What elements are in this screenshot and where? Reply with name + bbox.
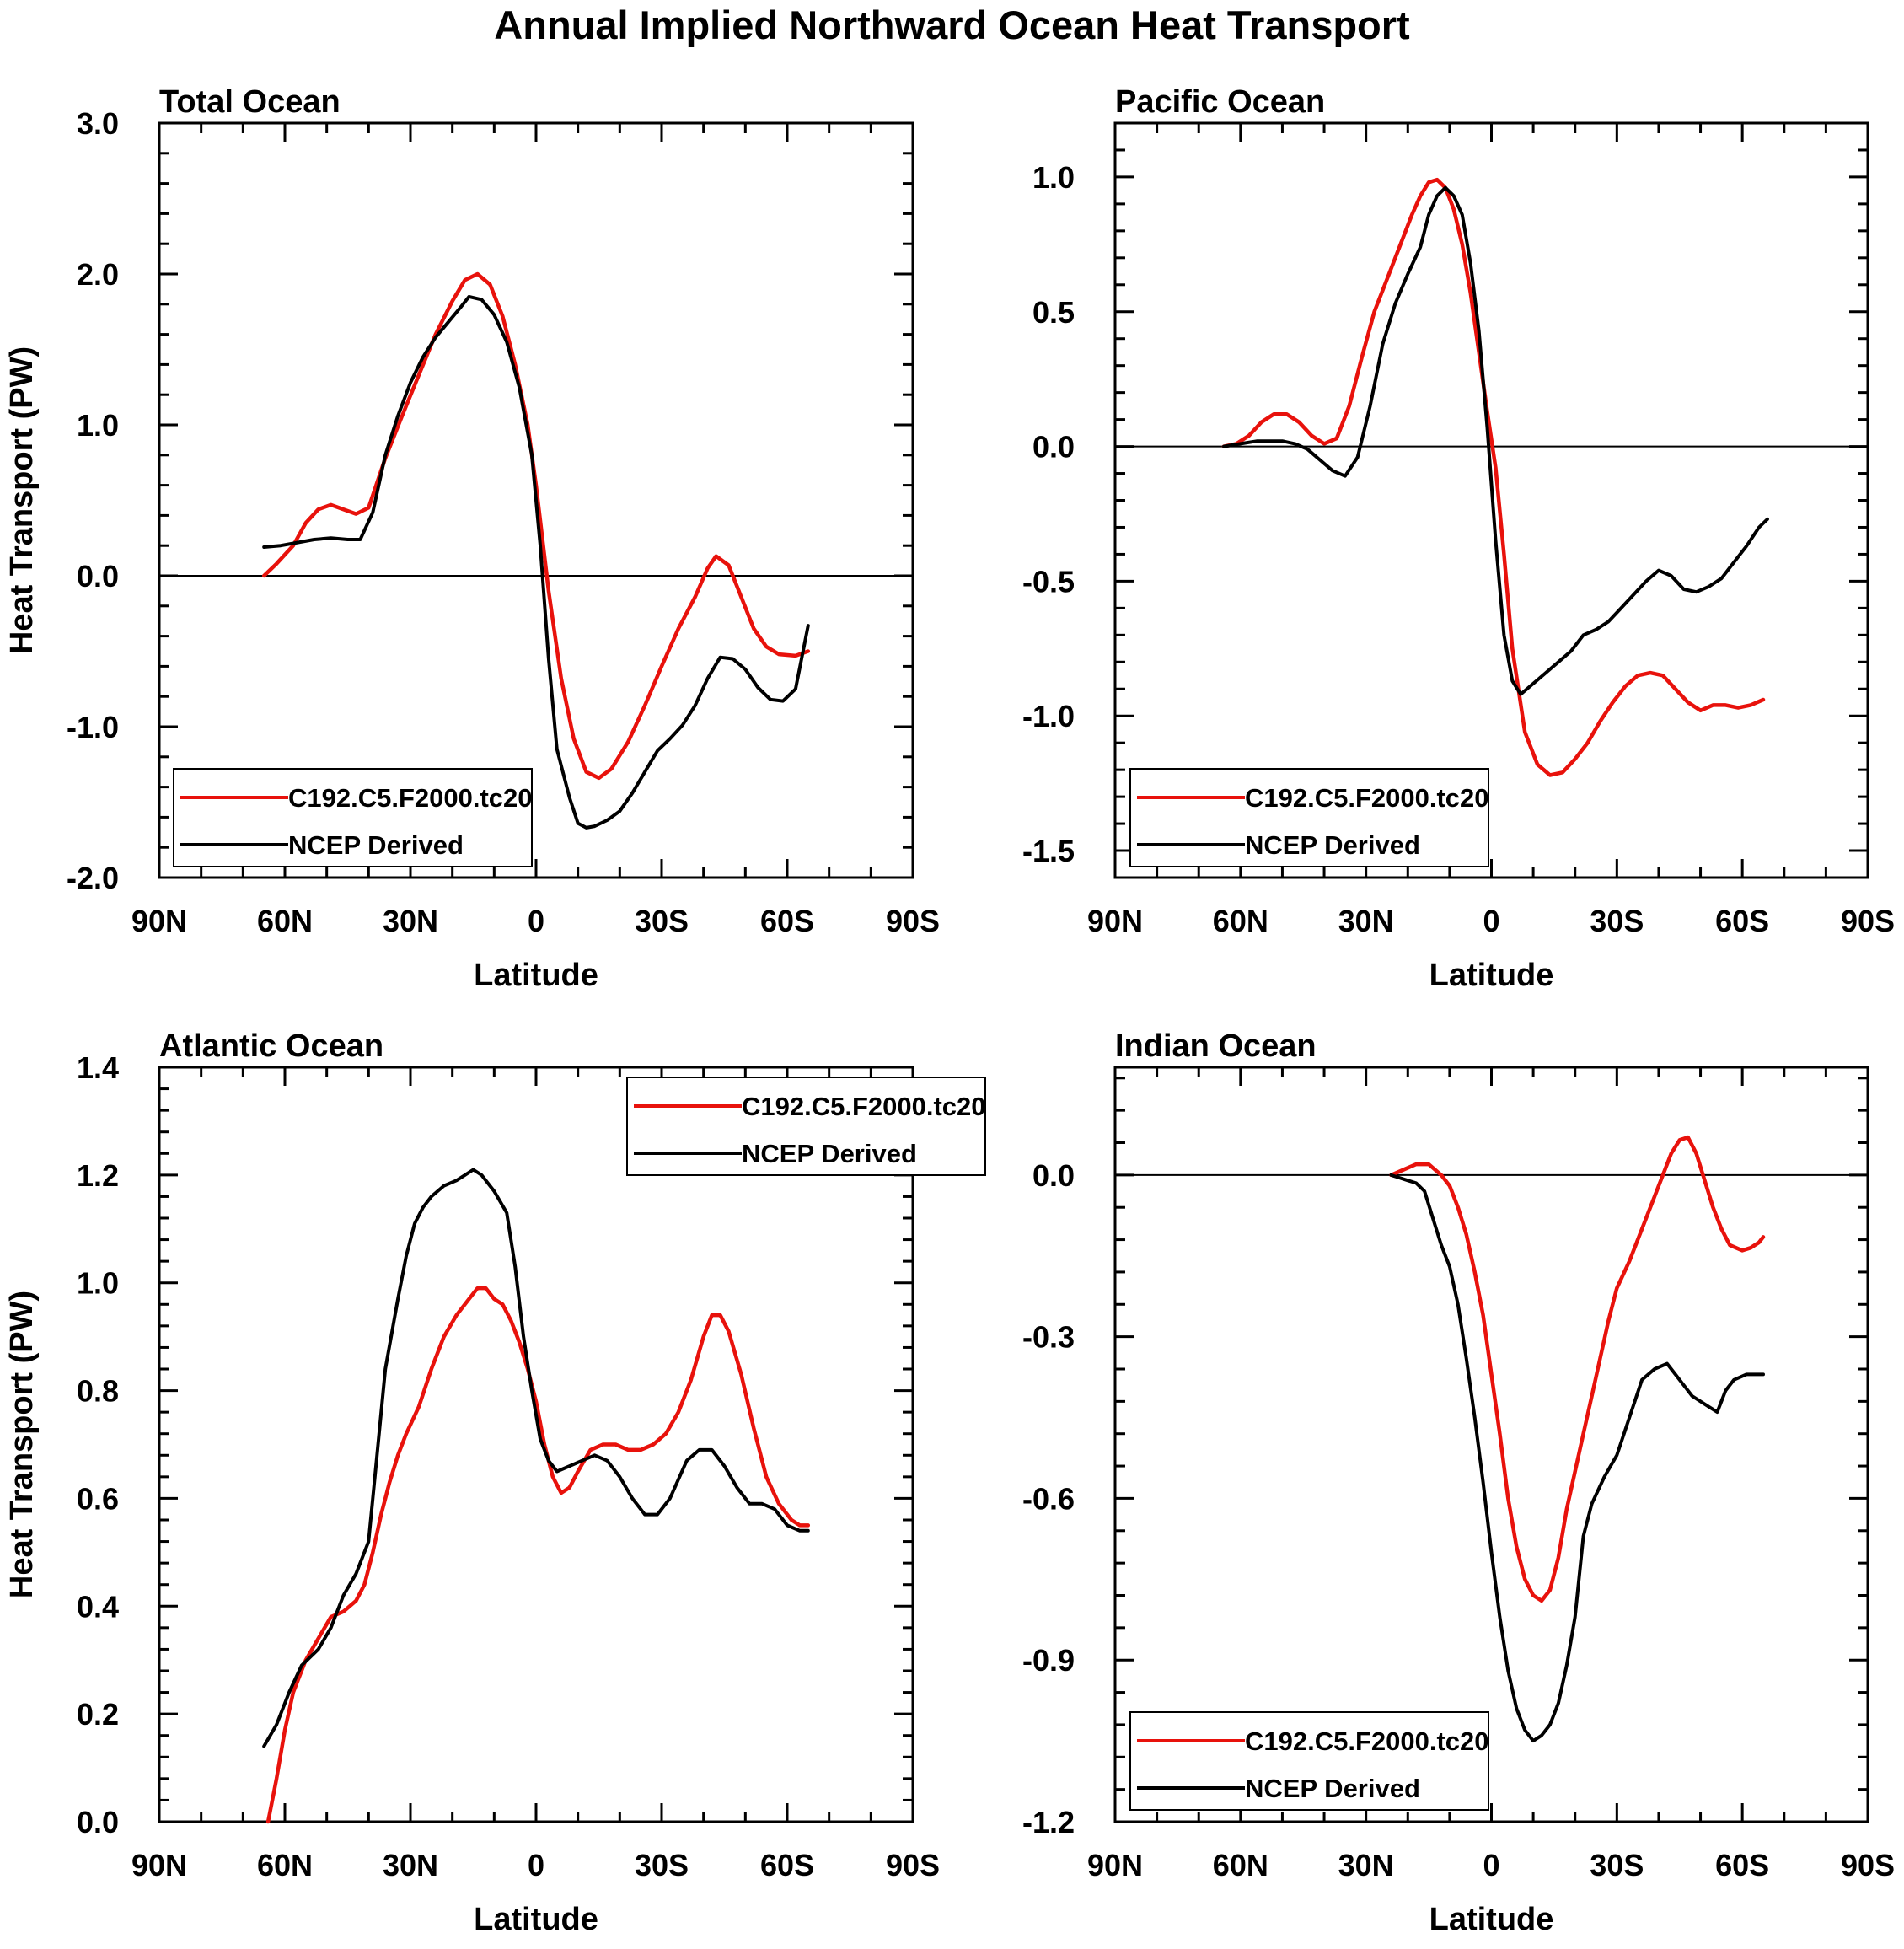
atlantic-ocean-y-tick-label: 1.0 — [77, 1266, 119, 1301]
pacific-ocean-x-tick-label: 30S — [1590, 904, 1644, 938]
pacific-ocean-title: Pacific Ocean — [1115, 84, 1325, 120]
total-ocean-series-ncep-derived — [262, 294, 810, 830]
total-ocean-title: Total Ocean — [159, 84, 341, 120]
indian-ocean-plot-frame — [1113, 1066, 1869, 1823]
total-ocean-x-tick-label: 60S — [760, 904, 814, 938]
indian-ocean-x-tick-label: 60N — [1213, 1848, 1268, 1882]
atlantic-ocean-y-tick-label: 0.8 — [77, 1374, 119, 1409]
pacific-ocean-x-tick-label: 0 — [1483, 904, 1499, 938]
atlantic-ocean-y-tick-label: 0.6 — [77, 1481, 119, 1516]
indian-ocean-y-tick-label: -0.9 — [1022, 1643, 1075, 1678]
total-ocean-x-tick-label: 90S — [886, 904, 940, 938]
total-ocean-x-tick-label: 60N — [257, 904, 313, 938]
atlantic-ocean-legend: C192.C5.F2000.tc20 NCEP Derived — [626, 1077, 986, 1176]
total-ocean-y-tick-label: 2.0 — [77, 257, 119, 292]
atlantic-ocean-x-tick-label: 90S — [886, 1848, 940, 1882]
atlantic-ocean-series-c192-c5-f2000-tc20 — [265, 1286, 811, 1824]
indian-ocean-x-tick-label: 30S — [1590, 1848, 1644, 1882]
indian-ocean-x-axis-label: Latitude — [1429, 1902, 1554, 1937]
total-ocean-y-tick-label: 3.0 — [77, 106, 119, 141]
atlantic-ocean-x-tick-label: 60N — [257, 1848, 313, 1882]
total-ocean-legend-label-c192-c5-f2000-tc20: C192.C5.F2000.tc20 — [288, 783, 533, 813]
indian-ocean-legend-label-ncep-derived: NCEP Derived — [1245, 1774, 1420, 1803]
indian-ocean-panel: Indian Ocean 90N 60N 30N 0 30S 60S 90S -1.2 -0.9 -… — [1022, 1028, 1895, 1937]
pacific-ocean-y-tick-label: 1.0 — [1032, 160, 1075, 195]
pacific-ocean-x-tick-label: 90S — [1841, 904, 1895, 938]
indian-ocean-x-tick-label: 60S — [1715, 1848, 1769, 1882]
total-ocean-y-tick-label: -2.0 — [67, 861, 119, 895]
total-ocean-y-tick-label: -1.0 — [67, 710, 119, 744]
atlantic-ocean-legend-label-c192-c5-f2000-tc20: C192.C5.F2000.tc20 — [742, 1092, 986, 1121]
atlantic-ocean-x-tick-label: 30N — [383, 1848, 438, 1882]
pacific-ocean-panel: Pacific Ocean 90N 60N 30N 0 30S 60S 90S -1.5 -1.0… — [1022, 84, 1895, 993]
indian-ocean-series-c192-c5-f2000-tc20 — [1389, 1135, 1766, 1603]
indian-ocean-title: Indian Ocean — [1115, 1028, 1317, 1064]
pacific-ocean-series-ncep-derived — [1222, 185, 1769, 696]
pacific-ocean-legend-label-ncep-derived: NCEP Derived — [1245, 830, 1420, 860]
total-ocean-x-tick-label: 30S — [635, 904, 689, 938]
pacific-ocean-y-tick-label: 0.5 — [1032, 295, 1075, 330]
pacific-ocean-x-axis-label: Latitude — [1429, 958, 1554, 993]
pacific-ocean-x-tick-label: 60S — [1715, 904, 1769, 938]
total-ocean-x-tick-label: 90N — [131, 904, 187, 938]
pacific-ocean-x-tick-label: 30N — [1338, 904, 1394, 938]
pacific-ocean-y-tick-label: -1.0 — [1022, 699, 1075, 733]
pacific-ocean-y-tick-label: -0.5 — [1022, 564, 1075, 599]
indian-ocean-x-tick-label: 90S — [1841, 1848, 1895, 1882]
pacific-ocean-x-tick-label: 60N — [1213, 904, 1268, 938]
total-ocean-y-axis-label: Heat Transport (PW) — [4, 346, 40, 654]
indian-ocean-x-tick-label: 90N — [1087, 1848, 1143, 1882]
figure-title: Annual Implied Northward Ocean Heat Tran… — [494, 3, 1410, 47]
atlantic-ocean-x-axis-label: Latitude — [474, 1902, 598, 1937]
total-ocean-y-tick-label: 1.0 — [77, 408, 119, 443]
pacific-ocean-y-tick-label: 0.0 — [1032, 430, 1075, 464]
pacific-ocean-series-c192-c5-f2000-tc20 — [1221, 177, 1766, 777]
atlantic-ocean-x-tick-label: 90N — [131, 1848, 187, 1882]
pacific-ocean-legend-box — [1129, 768, 1489, 867]
pacific-ocean-legend-label-c192-c5-f2000-tc20: C192.C5.F2000.tc20 — [1245, 783, 1489, 813]
indian-ocean-y-tick-label: -0.6 — [1022, 1481, 1075, 1516]
indian-ocean-x-tick-label: 30N — [1338, 1848, 1394, 1882]
atlantic-ocean-panel: Atlantic Ocean 90N 60N 30N 0 30S 60S 90S 0.0 0.2 0… — [4, 1028, 986, 1937]
pacific-ocean-y-tick-label: -1.5 — [1022, 834, 1075, 868]
pacific-ocean-x-tick-label: 90N — [1087, 904, 1143, 938]
total-ocean-legend-box — [173, 768, 533, 867]
indian-ocean-y-tick-label: 0.0 — [1032, 1158, 1075, 1193]
atlantic-ocean-title: Atlantic Ocean — [159, 1028, 383, 1064]
total-ocean-legend: C192.C5.F2000.tc20 NCEP Derived — [173, 768, 533, 867]
atlantic-ocean-x-tick-label: 60S — [760, 1848, 814, 1882]
total-ocean-x-tick-label: 30N — [383, 904, 438, 938]
total-ocean-x-axis-label: Latitude — [474, 958, 598, 993]
indian-ocean-y-tick-label: -0.3 — [1022, 1320, 1075, 1355]
atlantic-ocean-plot-frame — [158, 1066, 914, 1823]
total-ocean-panel: Total Ocean 90N 60N 30N 0 30S 60S 90S -2.0 -1.0 0.… — [4, 84, 940, 993]
indian-ocean-y-tick-label: -1.2 — [1022, 1805, 1075, 1839]
indian-ocean-x-tick-label: 0 — [1483, 1848, 1499, 1882]
total-ocean-series-c192-c5-f2000-tc20 — [261, 271, 811, 781]
indian-ocean-legend-label-c192-c5-f2000-tc20: C192.C5.F2000.tc20 — [1245, 1726, 1489, 1756]
atlantic-ocean-legend-label-ncep-derived: NCEP Derived — [742, 1139, 917, 1168]
indian-ocean-legend-box — [1129, 1711, 1489, 1811]
total-ocean-x-tick-label: 0 — [528, 904, 544, 938]
atlantic-ocean-x-tick-label: 0 — [528, 1848, 544, 1882]
total-ocean-legend-label-ncep-derived: NCEP Derived — [288, 830, 464, 860]
atlantic-ocean-y-tick-label: 0.4 — [77, 1589, 119, 1624]
atlantic-ocean-y-tick-label: 0.0 — [77, 1805, 119, 1839]
atlantic-ocean-series-ncep-derived — [262, 1168, 810, 1748]
indian-ocean-legend: C192.C5.F2000.tc20 NCEP Derived — [1129, 1711, 1489, 1811]
total-ocean-y-tick-label: 0.0 — [77, 559, 119, 593]
indian-ocean-series-ncep-derived — [1389, 1173, 1765, 1743]
atlantic-ocean-y-tick-label: 0.2 — [77, 1697, 119, 1732]
atlantic-ocean-y-tick-label: 1.4 — [77, 1050, 119, 1085]
atlantic-ocean-legend-box — [626, 1077, 986, 1176]
atlantic-ocean-y-axis-label: Heat Transport (PW) — [4, 1291, 40, 1598]
pacific-ocean-legend: C192.C5.F2000.tc20 NCEP Derived — [1129, 768, 1489, 867]
atlantic-ocean-y-tick-label: 1.2 — [77, 1158, 119, 1193]
atlantic-ocean-x-tick-label: 30S — [635, 1848, 689, 1882]
